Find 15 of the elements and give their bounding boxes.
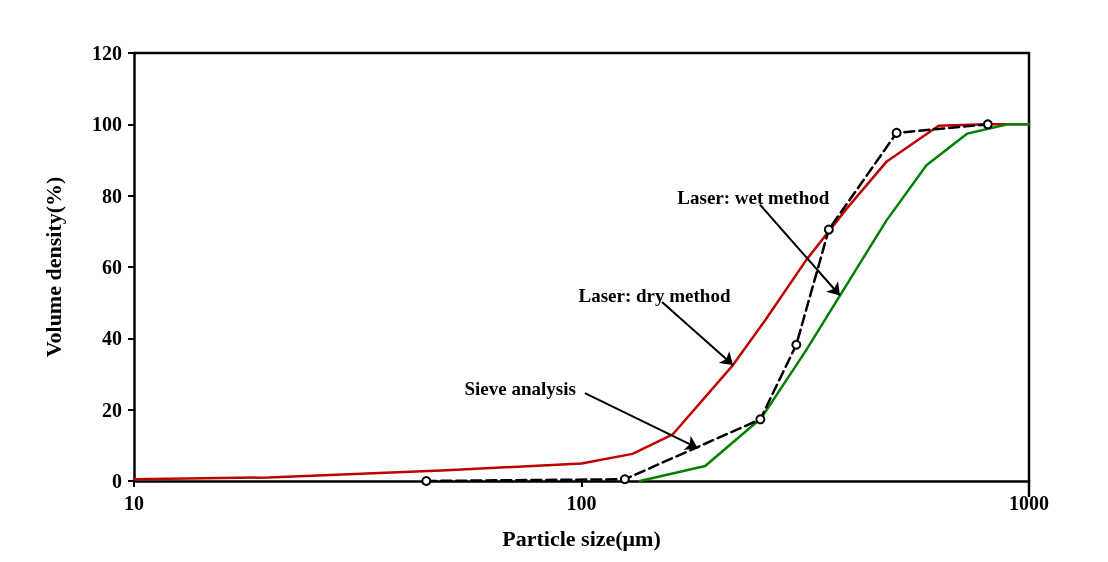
y-tick-label: 60: [102, 256, 122, 278]
x-tick-label: 10: [124, 492, 144, 514]
y-axis-title: Volume density(%): [40, 176, 66, 358]
y-tick-label: 120: [92, 42, 122, 64]
y-tick-label: 100: [92, 113, 122, 136]
y-tick-label: 40: [102, 327, 122, 350]
annotation: Laser: dry method: [578, 284, 731, 306]
y-tick-label: 80: [102, 184, 122, 207]
annotation: Sieve analysis: [464, 378, 576, 400]
x-tick-label: 100: [566, 492, 597, 514]
x-axis-title: Particle size(μm): [502, 525, 661, 551]
y-tick-label: 20: [102, 398, 122, 421]
x-tick-label: 1000: [1009, 492, 1049, 514]
annotation: Laser: wet method: [677, 186, 830, 208]
y-tick-label: 0: [112, 470, 122, 492]
